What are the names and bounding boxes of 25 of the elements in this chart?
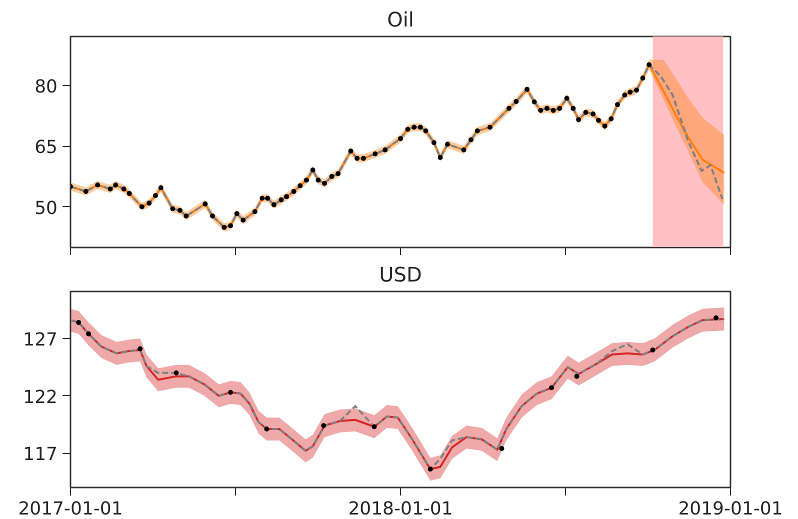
y-tick-label: 122 (23, 386, 58, 408)
point (714, 315, 719, 320)
point (321, 423, 326, 428)
y-tick-label: 127 (23, 329, 58, 350)
point (228, 390, 234, 395)
point (548, 385, 554, 390)
point (574, 374, 580, 379)
point (86, 331, 92, 336)
y-tick-label: 65 (34, 137, 58, 158)
y-tick-label: 117 (23, 444, 58, 466)
point (138, 346, 143, 352)
x-tick-label: 2017-01-01 (18, 498, 123, 519)
chart-title: USD (379, 262, 422, 286)
point (428, 466, 433, 472)
point (264, 426, 270, 432)
y-tick-label: 50 (34, 198, 58, 219)
chart-title: Oil (387, 8, 414, 32)
point (650, 347, 656, 352)
point (499, 446, 504, 452)
x-tick-label: 2018-01-01 (348, 498, 453, 519)
point (174, 370, 179, 376)
x-tick-label: 2019-01-01 (678, 498, 783, 519)
point (76, 320, 82, 325)
y-tick-label: 80 (34, 76, 58, 98)
point (372, 424, 377, 430)
